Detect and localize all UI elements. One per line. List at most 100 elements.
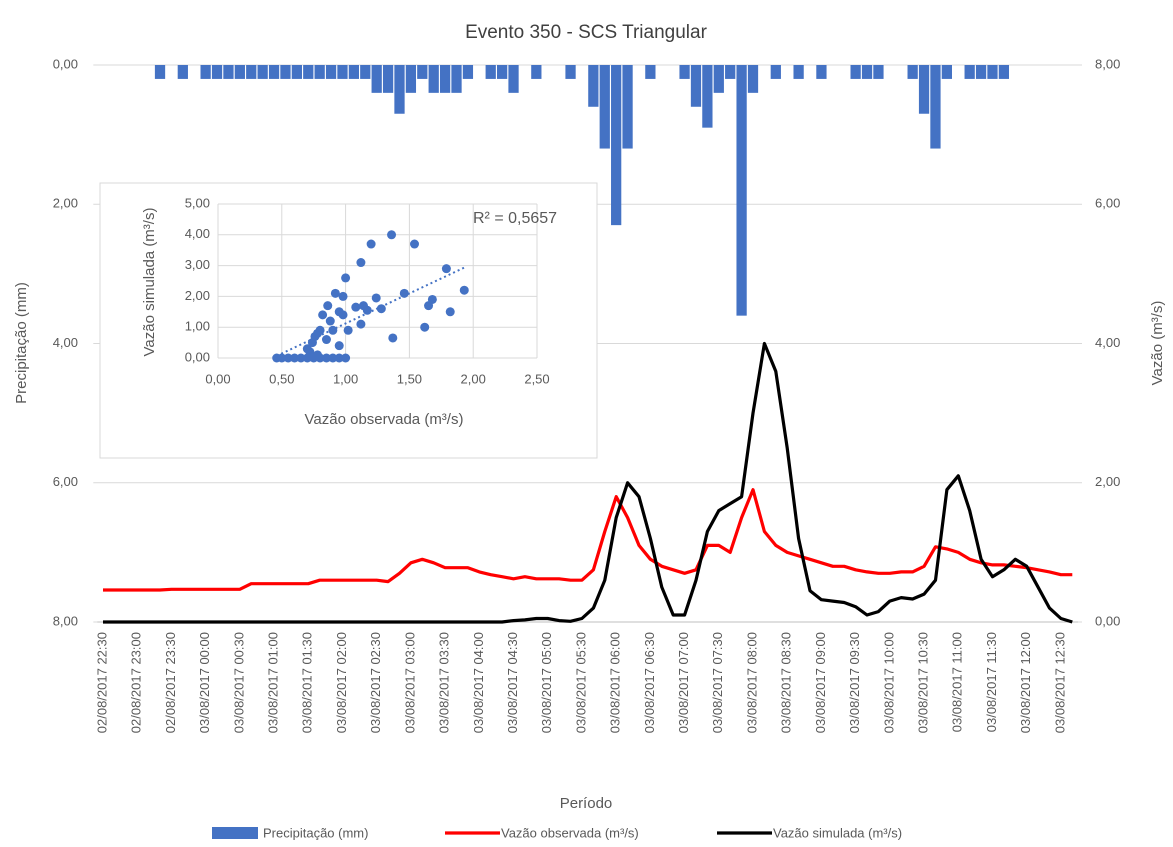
bar: [622, 65, 633, 149]
x-tick-label: 03/08/2017 01:00: [265, 632, 280, 733]
x-tick-label: 03/08/2017 03:00: [402, 632, 417, 733]
bar: [770, 65, 781, 79]
bar: [303, 65, 314, 79]
bar: [850, 65, 861, 79]
scatter-point: [315, 353, 325, 363]
y2-tick-label: 6,00: [1095, 196, 1120, 211]
scatter-point: [387, 230, 397, 240]
annotation: R² = 0,5657: [473, 210, 557, 227]
bar: [987, 65, 998, 79]
x-tick-label: 03/08/2017 05:00: [539, 632, 554, 733]
y2-tick-label: 4,00: [1095, 335, 1120, 350]
scatter-point: [362, 305, 372, 315]
x-tick-label: 0,50: [269, 371, 294, 386]
x-tick-label: 03/08/2017 06:00: [608, 632, 623, 733]
bar: [736, 65, 747, 316]
bar: [200, 65, 211, 79]
bar: [485, 65, 496, 79]
scatter-point: [296, 353, 306, 363]
bar: [702, 65, 713, 128]
scatter-point: [283, 353, 293, 363]
bar: [873, 65, 884, 79]
y-tick-label: 6,00: [53, 474, 78, 489]
x-tick-label: 03/08/2017 04:30: [505, 632, 520, 733]
scatter-point: [341, 353, 351, 363]
x-tick-label: 2,50: [524, 371, 549, 386]
line: [103, 341, 1073, 624]
bar: [930, 65, 941, 149]
y-tick-label: 5,00: [185, 195, 210, 210]
y-axis-title: Vazão simulada (m³/s): [141, 208, 158, 357]
x-tick-label: 03/08/2017 08:00: [744, 632, 759, 733]
legend-swatch: [212, 827, 258, 839]
scatter-point: [338, 291, 348, 301]
legend-label: Precipitação (mm): [263, 825, 368, 840]
scatter-point: [323, 301, 333, 311]
bar: [998, 65, 1010, 79]
y-tick-label: 2,00: [185, 288, 210, 303]
x-tick-label: 03/08/2017 07:00: [676, 632, 691, 733]
bar: [394, 65, 405, 114]
bar: [941, 65, 952, 79]
y2-tick-label: 0,00: [1095, 613, 1120, 628]
x-tick-label: 2,00: [461, 371, 486, 386]
x-tick-label: 03/08/2017 09:00: [813, 632, 828, 733]
bar: [964, 65, 975, 79]
y-axis-title: Precipitação (mm): [13, 282, 30, 404]
scatter-point: [424, 301, 434, 311]
x-tick-label: 1,00: [333, 371, 358, 386]
bar: [154, 65, 166, 79]
bar: [337, 65, 348, 79]
bar: [382, 65, 394, 93]
scatter-point: [321, 353, 331, 363]
bar: [325, 65, 337, 79]
scatter-point: [309, 353, 319, 363]
bar: [268, 65, 280, 79]
x-tick-label: 03/08/2017 12:30: [1052, 632, 1067, 733]
bar: [417, 65, 428, 79]
bar: [211, 65, 223, 79]
scatter-point: [328, 353, 338, 363]
scatter-point: [445, 307, 455, 317]
scatter-point: [302, 353, 312, 363]
y-tick-label: 1,00: [185, 319, 210, 334]
scatter-point: [334, 307, 344, 317]
y2-tick-label: 8,00: [1095, 56, 1120, 71]
scatter-point: [441, 264, 451, 274]
bar: [645, 65, 656, 79]
scatter-point: [330, 288, 340, 298]
y-tick-label: 0,00: [185, 349, 210, 364]
x-tick-label: 03/08/2017 09:30: [847, 632, 862, 733]
x-tick-label: 03/08/2017 01:30: [300, 632, 315, 733]
scatter-point: [366, 239, 376, 249]
x-tick-label: 03/08/2017 02:00: [334, 632, 349, 733]
scatter-point: [356, 319, 366, 329]
scatter-point: [343, 325, 353, 335]
x-tick-label: 0,00: [205, 371, 230, 386]
bar: [246, 65, 257, 79]
x-tick-label: 03/08/2017 00:30: [231, 632, 246, 733]
bar: [371, 65, 382, 93]
y2-tick-label: 2,00: [1095, 474, 1120, 489]
bar: [907, 65, 918, 79]
scatter-point: [321, 335, 331, 345]
scatter-point: [325, 316, 335, 326]
scatter-point: [351, 302, 361, 312]
y-tick-label: 4,00: [185, 226, 210, 241]
bar: [257, 65, 268, 79]
bar: [816, 65, 827, 79]
bar: [531, 65, 542, 79]
x-axis-title: Vazão observada (m³/s): [305, 411, 464, 428]
scatter-point: [334, 353, 344, 363]
x-tick-label: 03/08/2017 00:00: [197, 632, 212, 733]
scatter-point: [371, 293, 381, 303]
bar: [291, 65, 302, 79]
scatter-point: [410, 239, 420, 249]
x-tick-label: 02/08/2017 22:30: [94, 632, 109, 733]
x-tick-label: 1,50: [397, 371, 422, 386]
bar: [918, 65, 930, 114]
x-tick-label: 03/08/2017 07:30: [710, 632, 725, 733]
bar: [451, 65, 462, 93]
bar: [314, 65, 325, 79]
